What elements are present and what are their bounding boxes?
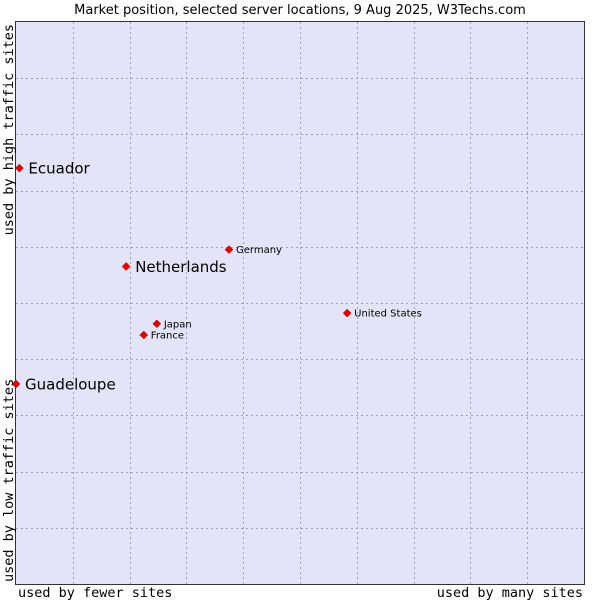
point-label-guadeloupe: Guadeloupe — [25, 375, 116, 393]
y-axis-label-top: used by high traffic sites — [1, 24, 17, 235]
point-netherlands: Netherlands — [121, 258, 227, 276]
x-axis-label-left: used by fewer sites — [18, 585, 172, 600]
point-label-germany: Germany — [236, 245, 282, 256]
point-marker-netherlands — [121, 262, 131, 271]
point-label-united-states: United States — [354, 309, 422, 320]
point-marker-united-states — [342, 308, 352, 318]
point-marker-japan — [152, 319, 162, 329]
point-label-ecuador: Ecuador — [28, 160, 90, 178]
data-points: Ecuador Netherlands Germany United States Ja… — [11, 160, 422, 393]
point-marker-ecuador — [15, 163, 24, 173]
point-label-france: France — [151, 331, 184, 342]
chart-title: Market position, selected server locatio… — [74, 3, 526, 18]
point-ecuador: Ecuador — [15, 160, 91, 178]
point-marker-germany — [224, 245, 234, 254]
y-axis-label-bottom: used by low traffic sites — [1, 379, 17, 582]
point-label-netherlands: Netherlands — [135, 258, 227, 276]
point-germany: Germany — [224, 245, 282, 256]
point-france: France — [139, 330, 184, 342]
x-axis-label-right: used by many sites — [437, 585, 583, 600]
point-guadeloupe: Guadeloupe — [11, 375, 116, 393]
point-label-japan: Japan — [163, 319, 192, 330]
point-japan: Japan — [152, 319, 192, 330]
point-marker-france — [139, 330, 149, 340]
grid-lines — [16, 22, 584, 584]
point-united-states: United States — [342, 308, 422, 320]
point-marker-guadeloupe — [11, 379, 21, 389]
